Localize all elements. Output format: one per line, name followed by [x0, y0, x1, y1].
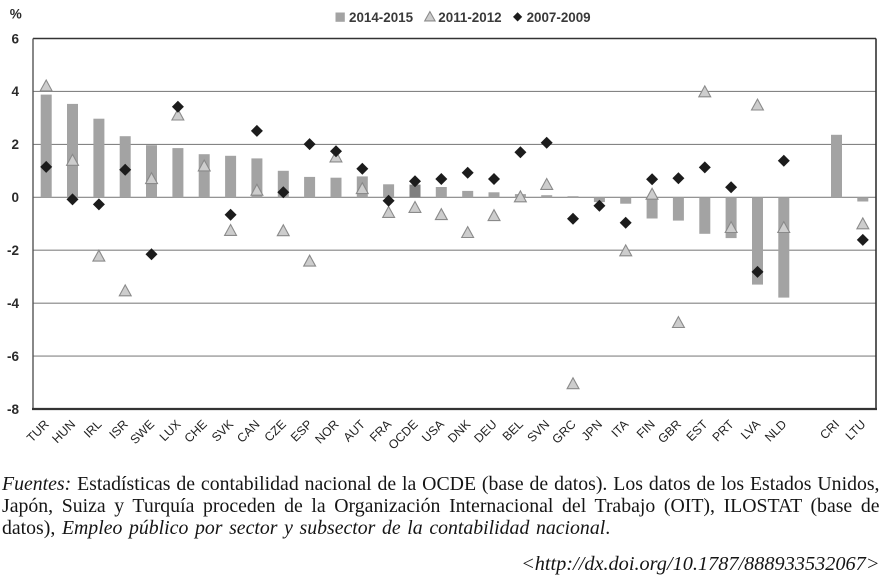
svg-text:%: % — [10, 7, 22, 22]
svg-text:DEU: DEU — [471, 417, 499, 445]
svg-text:CRI: CRI — [817, 417, 842, 442]
svg-text:IRL: IRL — [81, 417, 105, 441]
svg-text:EST: EST — [684, 417, 711, 444]
svg-text:-4: -4 — [7, 296, 19, 311]
svg-text:SWE: SWE — [127, 417, 157, 447]
svg-text:-8: -8 — [7, 402, 19, 417]
svg-text:2: 2 — [11, 137, 19, 152]
svg-text:NLD: NLD — [762, 417, 789, 444]
svg-text:NOR: NOR — [312, 417, 341, 446]
svg-text:ESP: ESP — [288, 417, 315, 444]
svg-text:TUR: TUR — [24, 417, 52, 445]
svg-text:ITA: ITA — [609, 417, 632, 440]
svg-text:-6: -6 — [7, 349, 19, 364]
svg-text:BEL: BEL — [500, 417, 526, 443]
svg-text:JPN: JPN — [579, 417, 605, 443]
svg-text:CHE: CHE — [182, 417, 210, 445]
svg-text:GRC: GRC — [549, 417, 578, 446]
svg-text:GBR: GBR — [655, 417, 684, 446]
svg-text:2014-2015: 2014-2015 — [349, 10, 414, 25]
svg-text:6: 6 — [11, 31, 19, 46]
svg-text:USA: USA — [419, 417, 447, 445]
svg-text:-2: -2 — [7, 243, 19, 258]
svg-text:LUX: LUX — [157, 417, 184, 444]
svg-text:2011-2012: 2011-2012 — [438, 10, 501, 25]
svg-text:DNK: DNK — [445, 417, 474, 446]
svg-text:4: 4 — [11, 84, 19, 99]
svg-text:AUT: AUT — [341, 417, 369, 445]
svg-text:LTU: LTU — [843, 417, 869, 443]
svg-text:PRT: PRT — [710, 417, 737, 444]
svg-text:SVN: SVN — [525, 417, 553, 445]
svg-text:2007-2009: 2007-2009 — [527, 10, 591, 25]
svg-text:HUN: HUN — [49, 417, 78, 446]
svg-text:CAN: CAN — [234, 417, 262, 445]
svg-text:OCDE: OCDE — [386, 417, 421, 452]
svg-text:CZE: CZE — [262, 417, 289, 444]
svg-text:FIN: FIN — [634, 417, 658, 441]
svg-text:0: 0 — [11, 190, 19, 205]
svg-text:SVK: SVK — [209, 417, 237, 445]
svg-text:LVA: LVA — [738, 417, 764, 443]
